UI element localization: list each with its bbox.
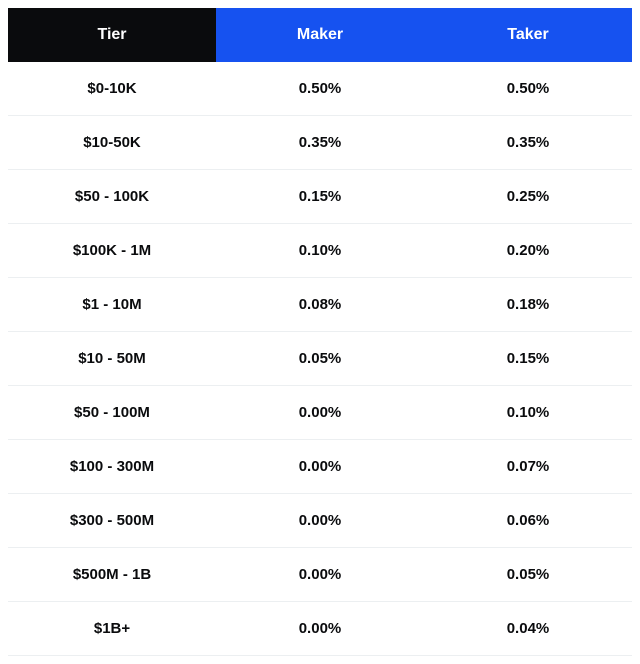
table-row: $500M - 1B 0.00% 0.05% xyxy=(8,548,632,602)
table-row: $300 - 500M 0.00% 0.06% xyxy=(8,494,632,548)
maker-cell: 0.10% xyxy=(216,224,424,278)
table-row: $100 - 300M 0.00% 0.07% xyxy=(8,440,632,494)
column-header-tier: Tier xyxy=(8,8,216,62)
tier-cell: $0-10K xyxy=(8,62,216,116)
maker-cell: 0.00% xyxy=(216,602,424,656)
tier-cell: $50 - 100K xyxy=(8,170,216,224)
taker-cell: 0.15% xyxy=(424,332,632,386)
taker-cell: 0.05% xyxy=(424,548,632,602)
table-row: $50 - 100M 0.00% 0.10% xyxy=(8,386,632,440)
maker-cell: 0.00% xyxy=(216,386,424,440)
taker-cell: 0.50% xyxy=(424,62,632,116)
tier-cell: $1 - 10M xyxy=(8,278,216,332)
maker-cell: 0.08% xyxy=(216,278,424,332)
table-row: $10-50K 0.35% 0.35% xyxy=(8,116,632,170)
table-row: $50 - 100K 0.15% 0.25% xyxy=(8,170,632,224)
maker-cell: 0.15% xyxy=(216,170,424,224)
column-header-maker: Maker xyxy=(216,8,424,62)
table-row: $10 - 50M 0.05% 0.15% xyxy=(8,332,632,386)
tier-cell: $1B+ xyxy=(8,602,216,656)
maker-cell: 0.00% xyxy=(216,494,424,548)
table-row: $100K - 1M 0.10% 0.20% xyxy=(8,224,632,278)
taker-cell: 0.04% xyxy=(424,602,632,656)
taker-cell: 0.18% xyxy=(424,278,632,332)
taker-cell: 0.07% xyxy=(424,440,632,494)
table-header-row: Tier Maker Taker xyxy=(8,8,632,62)
fee-tier-table: Tier Maker Taker $0-10K 0.50% 0.50% $10-… xyxy=(8,8,632,656)
maker-cell: 0.50% xyxy=(216,62,424,116)
taker-cell: 0.06% xyxy=(424,494,632,548)
tier-cell: $50 - 100M xyxy=(8,386,216,440)
tier-cell: $500M - 1B xyxy=(8,548,216,602)
taker-cell: 0.25% xyxy=(424,170,632,224)
column-header-taker: Taker xyxy=(424,8,632,62)
maker-cell: 0.05% xyxy=(216,332,424,386)
tier-cell: $100 - 300M xyxy=(8,440,216,494)
tier-cell: $300 - 500M xyxy=(8,494,216,548)
table-row: $1 - 10M 0.08% 0.18% xyxy=(8,278,632,332)
tier-cell: $100K - 1M xyxy=(8,224,216,278)
maker-cell: 0.00% xyxy=(216,440,424,494)
taker-cell: 0.20% xyxy=(424,224,632,278)
tier-cell: $10-50K xyxy=(8,116,216,170)
tier-cell: $10 - 50M xyxy=(8,332,216,386)
table-row: $0-10K 0.50% 0.50% xyxy=(8,62,632,116)
table-row: $1B+ 0.00% 0.04% xyxy=(8,602,632,656)
taker-cell: 0.35% xyxy=(424,116,632,170)
maker-cell: 0.00% xyxy=(216,548,424,602)
taker-cell: 0.10% xyxy=(424,386,632,440)
maker-cell: 0.35% xyxy=(216,116,424,170)
